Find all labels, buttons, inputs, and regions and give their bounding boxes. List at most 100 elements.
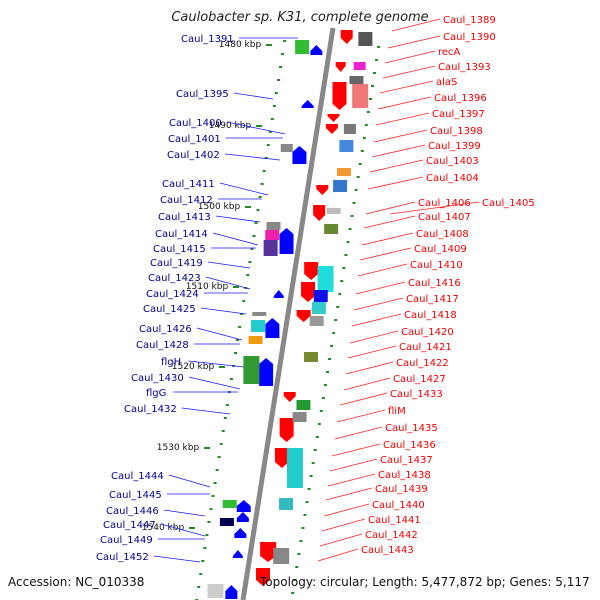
forward-gene-arrow	[340, 30, 353, 44]
topology-text: Topology: circular; Length: 5,477,872 bp…	[260, 575, 590, 589]
tick-mark	[252, 235, 256, 237]
gene-label-right: Caul_1405	[482, 198, 535, 209]
leader-line	[345, 361, 394, 375]
tick-mark	[242, 300, 246, 302]
gene-label-left: Caul_1395	[176, 89, 229, 100]
reverse-gene-arrow	[301, 100, 314, 108]
tick-mark	[268, 131, 272, 133]
leader-line	[334, 426, 383, 440]
tick-mark	[207, 521, 211, 523]
gene-block	[265, 230, 280, 240]
axis-labels: 1480 kbp 1490 kbp 1500 kbp 1510 kbp 1520 kbp…	[142, 40, 272, 533]
gene-label-left: Caul_1401	[168, 134, 221, 145]
gene-block	[309, 316, 324, 326]
gene-label-right: Caul_1443	[361, 545, 414, 556]
tick-mark	[248, 261, 252, 263]
leader-line	[389, 201, 480, 215]
tick-mark	[360, 150, 364, 152]
gene-label-left: Caul_1391	[181, 34, 234, 45]
tick-mark	[366, 111, 370, 113]
forward-gene-arrow	[327, 114, 340, 122]
leader-line	[323, 503, 370, 517]
leader-line	[391, 18, 441, 32]
gene-block	[313, 290, 328, 302]
gene-label-right: Caul_1440	[372, 500, 425, 511]
axis-label: 1480 kbp	[219, 40, 262, 50]
tick-mark	[279, 66, 283, 68]
tick-mark	[281, 53, 285, 55]
leader-line	[168, 474, 211, 488]
gene-label-left: Caul_1425	[143, 304, 196, 315]
gene-label-right: Caul_1399	[428, 141, 481, 152]
tick-mark	[299, 540, 303, 542]
gene-label-left: Caul_1444	[111, 471, 164, 482]
gene-label-right: Caul_1390	[443, 32, 496, 43]
axis-label: 1530 kbp	[157, 443, 200, 453]
gene-label-left: flgG	[146, 388, 166, 399]
gene-block	[273, 548, 290, 564]
leader-line	[379, 80, 434, 94]
tick-mark	[305, 501, 309, 503]
gene-block	[326, 208, 341, 214]
gene-label-right: Caul_1427	[393, 374, 446, 385]
gene-label-right: Caul_1433	[390, 389, 443, 400]
gene-block	[292, 412, 307, 422]
tick-mark	[334, 319, 338, 321]
tick-mark	[197, 586, 201, 588]
tick-mark	[350, 215, 354, 217]
tick-mark	[215, 469, 219, 471]
reverse-gene-arrow	[236, 500, 251, 512]
reverse-gene-arrow	[259, 358, 274, 386]
forward-gene-arrow	[301, 282, 316, 302]
leader-line	[200, 307, 247, 315]
gene-label-left: Caul_1411	[162, 179, 215, 190]
gene-label-right: Caul_1436	[383, 440, 436, 451]
leader-line	[369, 159, 424, 173]
leader-line	[226, 121, 286, 135]
tick-mark	[313, 449, 317, 451]
tick-mark	[236, 339, 240, 341]
gene-block	[339, 140, 354, 152]
gene-label-left: Caul_1412	[160, 195, 213, 206]
gene-label-left: Caul_1449	[100, 535, 153, 546]
gene-label-right: Caul_1406	[418, 198, 471, 209]
gene-label-right: Caul_1418	[404, 310, 457, 321]
gene-block	[207, 584, 224, 598]
leader-line	[353, 297, 404, 311]
tick-mark	[256, 125, 262, 127]
leader-line	[363, 215, 416, 229]
tick-mark	[219, 443, 223, 445]
gene-block	[251, 320, 266, 332]
leader-line	[351, 313, 402, 327]
gene-label-left: Caul_1402	[167, 150, 220, 161]
tick-mark	[293, 579, 297, 581]
tick-mark	[311, 462, 315, 464]
reverse-gene-arrow	[279, 228, 294, 254]
leader-line	[219, 182, 269, 196]
gene-label-right: Caul_1389	[443, 15, 496, 26]
tick-mark	[250, 248, 254, 250]
gene-block	[219, 518, 234, 526]
leader-line	[153, 555, 201, 563]
leader-line	[373, 129, 428, 143]
leader-line	[205, 276, 251, 290]
tick-mark	[203, 547, 207, 549]
axis-label: 1540 kbp	[142, 523, 185, 533]
gene-block	[222, 500, 237, 508]
gene-label-right: Caul_1439	[375, 484, 428, 495]
forward-gene-arrow	[256, 568, 271, 586]
tick-mark	[233, 286, 239, 288]
gene-label-left: flgH	[161, 357, 181, 368]
gene-block	[336, 168, 351, 176]
tick-mark	[266, 144, 270, 146]
reverse-gene-arrow	[273, 290, 284, 298]
leader-line	[327, 473, 376, 487]
genome-backbone	[240, 27, 336, 600]
forward-gene-arrow	[335, 62, 346, 72]
tick-mark	[260, 183, 264, 185]
tick-mark	[189, 527, 195, 529]
tick-marks	[195, 40, 381, 600]
gene-label-right: fliM	[388, 406, 406, 417]
leader-line	[319, 533, 363, 547]
tick-mark	[317, 423, 321, 425]
